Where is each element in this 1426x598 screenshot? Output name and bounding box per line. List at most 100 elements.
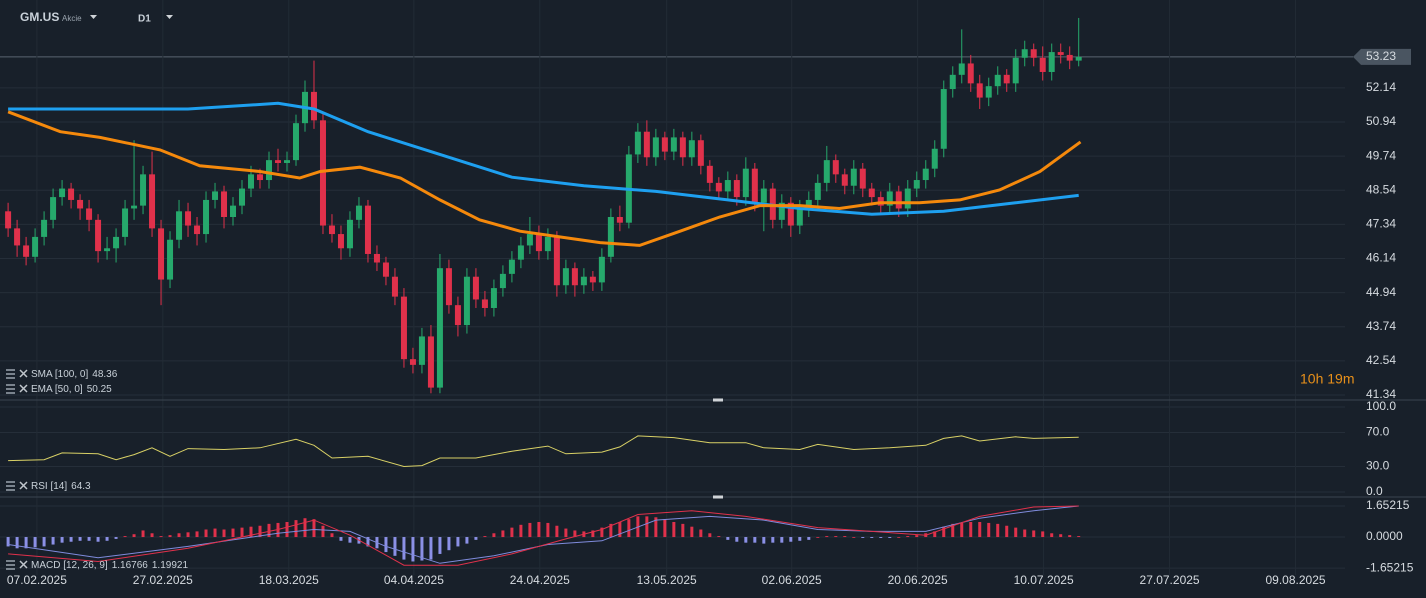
macd-histogram-bar	[897, 537, 901, 538]
candle-body	[212, 191, 219, 200]
macd-histogram-bar	[726, 537, 730, 540]
candle-body	[571, 268, 578, 286]
indicator-line	[8, 505, 1079, 566]
macd-histogram-bar	[204, 529, 208, 538]
macd-histogram-bar	[267, 523, 271, 538]
symbol-selector[interactable]: GM.US Akcie	[20, 10, 97, 24]
legend-menu-icon[interactable]	[6, 369, 15, 379]
legend-menu-icon[interactable]	[6, 560, 15, 570]
resize-handle[interactable]	[713, 495, 723, 499]
candle-body	[589, 276, 596, 283]
y-tick-label: 44.94	[1366, 285, 1396, 299]
macd-histogram-bar	[78, 537, 82, 541]
candle-body	[517, 245, 524, 260]
candle-body	[239, 188, 246, 206]
legend-remove-icon[interactable]	[19, 369, 28, 378]
instrument-type: Akcie	[62, 14, 82, 23]
dropdown-arrow	[166, 15, 173, 19]
legend-remove-icon[interactable]	[19, 481, 28, 490]
macd-histogram-bar	[852, 537, 856, 538]
candle-body	[724, 180, 731, 192]
legend-remove-icon[interactable]	[19, 384, 28, 393]
candle-body	[886, 191, 893, 206]
macd-histogram-bar	[843, 536, 847, 538]
candle-body	[706, 165, 713, 183]
macd-histogram-bar	[537, 521, 541, 538]
macd-histogram-bar	[150, 533, 154, 538]
candle-body	[382, 262, 389, 277]
macd-histogram-bar	[1005, 525, 1009, 538]
macd-histogram-bar	[807, 537, 811, 540]
timeframe-selector[interactable]: D1	[138, 14, 173, 25]
macd-histogram-bar	[906, 536, 910, 538]
candle-body	[391, 276, 398, 297]
macd-histogram-bar	[15, 537, 19, 549]
indicator-line	[8, 435, 1079, 468]
macd-histogram-bar	[1014, 527, 1018, 538]
macd-histogram-bar	[978, 521, 982, 538]
last-price-badge	[1353, 48, 1411, 65]
macd-histogram-bar	[294, 520, 298, 538]
macd-histogram-bar	[456, 537, 460, 547]
macd-histogram-bar	[249, 526, 253, 538]
macd-histogram-bar	[915, 535, 919, 538]
macd-histogram-bar	[528, 522, 532, 538]
candle-body	[967, 63, 974, 84]
macd-histogram-bar	[753, 537, 757, 543]
candle-body	[652, 137, 659, 158]
candle-body	[86, 208, 93, 220]
candle-body	[634, 131, 641, 155]
candle-body	[697, 140, 704, 166]
candle-body	[598, 256, 605, 283]
candle-body	[868, 188, 875, 198]
candle-body	[140, 174, 147, 206]
candle-body	[814, 182, 821, 200]
macd-histogram-bar	[546, 522, 550, 538]
legend-name: RSI [14]	[31, 481, 67, 492]
macd-histogram-bar	[744, 537, 748, 543]
legend-menu-icon[interactable]	[6, 384, 15, 394]
x-tick-label: 13.05.2025	[637, 573, 697, 587]
macd-histogram-bar	[321, 525, 325, 538]
legend-value: 48.36	[92, 369, 117, 380]
macd-histogram-bar	[429, 537, 433, 560]
macd-histogram-bar	[933, 531, 937, 538]
macd-histogram-bar	[177, 533, 181, 538]
macd-histogram-bar	[285, 521, 289, 538]
legend-remove-icon[interactable]	[19, 560, 28, 569]
legend-value: 64.3	[71, 481, 91, 492]
y-tick-label: 49.74	[1366, 148, 1396, 162]
y-tick-label: 47.34	[1366, 217, 1396, 231]
candle-body	[292, 123, 299, 161]
macd-histogram-bar	[465, 537, 469, 544]
candle-body	[95, 219, 102, 252]
macd-histogram-bar	[42, 537, 46, 547]
macd-histogram-bar	[474, 537, 478, 540]
candle-body	[176, 211, 183, 240]
candle-body	[1048, 52, 1055, 72]
candle-body	[796, 208, 803, 226]
legend-menu-icon[interactable]	[6, 481, 15, 491]
macd-histogram-bar	[591, 530, 595, 538]
resize-handle[interactable]	[713, 398, 723, 402]
candle-body	[310, 91, 317, 121]
y-tick-label: 52.14	[1366, 80, 1396, 94]
candle-body	[823, 160, 830, 183]
candle-body	[364, 205, 371, 254]
candle-body	[508, 259, 515, 274]
candle-body	[742, 168, 749, 198]
x-tick-label: 07.02.2025	[7, 573, 67, 587]
candle-body	[643, 131, 650, 158]
macd-histogram-bar	[393, 537, 397, 556]
x-tick-label: 24.04.2025	[510, 573, 570, 587]
macd-histogram-bar	[330, 533, 334, 538]
macd-histogram-bar	[618, 521, 622, 538]
macd-histogram-bar	[663, 519, 667, 538]
macd-histogram-bar	[573, 530, 577, 538]
candle-body	[32, 236, 39, 257]
macd-histogram-bar	[105, 537, 109, 541]
candle-body	[122, 208, 129, 237]
macd-histogram-bar	[132, 534, 136, 538]
macd-histogram-bar	[870, 537, 874, 538]
